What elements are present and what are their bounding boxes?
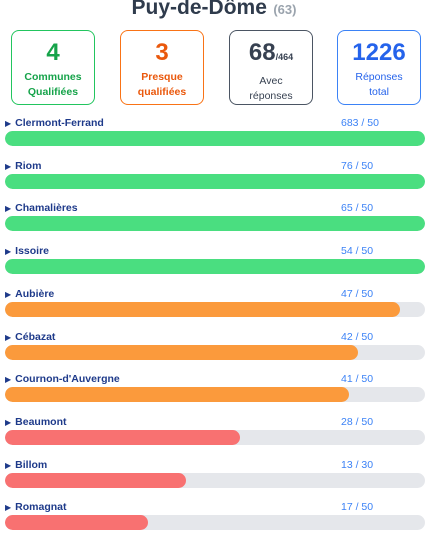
total-label-line1: Réponses	[355, 71, 403, 83]
total-label-line2: total	[369, 86, 389, 98]
with-responses-count: 68/464	[230, 40, 312, 70]
almost-qualified-card: 3 Presque qualifiées	[120, 30, 204, 105]
with-responses-label-line1: Avec	[259, 75, 283, 87]
commune-row: ▶ Riom 76 / 50	[0, 159, 428, 191]
with-responses-label: Avec réponses	[230, 74, 312, 104]
expand-triangle-icon: ▶	[5, 460, 12, 470]
commune-score: 47 / 50	[341, 287, 374, 300]
expand-triangle-icon: ▶	[5, 204, 12, 214]
commune-name: Billom	[15, 458, 48, 471]
commune-name: Issoire	[15, 245, 50, 258]
commune-name: Clermont-Ferrand	[15, 117, 104, 129]
with-responses-label-line2: réponses	[249, 90, 293, 102]
commune-name: Cournon-d'Auvergne	[15, 373, 120, 386]
commune-name: Chamalières	[15, 202, 78, 215]
commune-row: ▶ Romagnat 17 / 50	[0, 500, 428, 532]
commune-toggle[interactable]: ▶ Beaumont	[5, 415, 67, 430]
total-responses-count: 1226	[352, 39, 406, 66]
expand-triangle-icon: ▶	[5, 119, 12, 128]
commune-score: 76 / 50	[341, 159, 374, 172]
total-responses-card: 1226 Réponses total	[337, 30, 421, 105]
progress-fill	[5, 301, 400, 317]
commune-count: (63)	[273, 2, 297, 17]
qualified-label-line2: Qualifiées	[27, 86, 79, 98]
qualified-label-line1: Communes	[24, 71, 82, 83]
commune-toggle[interactable]: ▶ Aubière	[5, 287, 54, 302]
total-responses-label: Réponses total	[338, 70, 420, 100]
expand-triangle-icon: ▶	[5, 332, 12, 342]
expand-triangle-icon: ▶	[5, 375, 12, 385]
progress-fill	[5, 173, 425, 189]
qualified-label: Communes Qualifiées	[12, 70, 94, 100]
commune-name: Cébazat	[15, 330, 56, 343]
progress-fill	[5, 216, 425, 232]
commune-toggle[interactable]: ▶ Cébazat	[5, 330, 55, 345]
stats-cards: 4 Communes Qualifiées 3 Presque qualifié…	[11, 30, 421, 106]
commune-toggle[interactable]: ▶ Riom	[5, 159, 41, 174]
with-responses-value: 68	[248, 39, 276, 66]
progress-track	[5, 472, 425, 488]
commune-score: 28 / 50	[341, 415, 374, 428]
department-name: Puy-de-Dôme	[131, 0, 267, 19]
expand-triangle-icon: ▶	[5, 289, 12, 299]
commune-toggle[interactable]: ▶ Issoire	[5, 244, 49, 259]
commune-name: Romagnat	[15, 501, 67, 514]
commune-toggle[interactable]: ▶ Billom	[5, 458, 47, 473]
commune-row: ▶ Cébazat 42 / 50	[0, 330, 428, 362]
commune-toggle[interactable]: ▶ Romagnat	[5, 500, 67, 515]
commune-toggle[interactable]: ▶ Chamalières	[5, 201, 78, 216]
progress-track	[5, 387, 425, 403]
progress-track	[5, 216, 425, 232]
page-title: Puy-de-Dôme (63)	[0, 0, 428, 22]
commune-row: ▶ Beaumont 28 / 50	[0, 415, 428, 447]
almost-qualified-count: 3	[155, 39, 169, 66]
progress-track	[5, 131, 425, 146]
qualified-communes-card: 4 Communes Qualifiées	[11, 30, 95, 105]
commune-toggle[interactable]: ▶ Clermont-Ferrand	[5, 116, 104, 131]
commune-row: ▶ Clermont-Ferrand 683 / 50	[0, 116, 428, 148]
almost-label-line2: qualifiées	[137, 86, 187, 98]
qualified-count: 4	[46, 39, 60, 66]
progress-track	[5, 301, 425, 317]
commune-score: 42 / 50	[341, 330, 374, 343]
almost-label-line1: Presque	[141, 71, 183, 83]
commune-toggle[interactable]: ▶ Cournon-d'Auvergne	[5, 372, 120, 387]
commune-row: ▶ Issoire 54 / 50	[0, 244, 428, 276]
commune-score: 17 / 50	[341, 501, 374, 514]
with-responses-total: /464	[275, 52, 294, 62]
progress-fill	[5, 472, 186, 488]
expand-triangle-icon: ▶	[5, 247, 12, 257]
progress-fill	[5, 259, 425, 275]
progress-track	[5, 259, 425, 275]
progress-track	[5, 515, 425, 531]
with-responses-card: 68/464 Avec réponses	[229, 30, 313, 105]
expand-triangle-icon: ▶	[5, 503, 12, 513]
almost-qualified-label: Presque qualifiées	[121, 70, 203, 100]
commune-score: 65 / 50	[341, 202, 374, 215]
commune-score: 41 / 50	[341, 373, 374, 386]
commune-name: Riom	[15, 159, 42, 172]
progress-fill	[5, 131, 425, 146]
progress-fill	[5, 344, 358, 360]
commune-score: 54 / 50	[341, 245, 374, 258]
progress-track	[5, 344, 425, 360]
progress-fill	[5, 387, 350, 403]
commune-name: Beaumont	[15, 415, 67, 428]
commune-score: 13 / 30	[341, 458, 374, 471]
progress-fill	[5, 429, 241, 445]
progress-fill	[5, 515, 148, 531]
expand-triangle-icon: ▶	[5, 161, 12, 171]
commune-row: ▶ Cournon-d'Auvergne 41 / 50	[0, 372, 428, 404]
expand-triangle-icon: ▶	[5, 417, 12, 427]
commune-row: ▶ Aubière 47 / 50	[0, 287, 428, 319]
commune-row: ▶ Billom 13 / 30	[0, 458, 428, 490]
commune-score: 683 / 50	[341, 117, 379, 129]
commune-row: ▶ Chamalières 65 / 50	[0, 201, 428, 233]
progress-track	[5, 429, 425, 445]
progress-track	[5, 173, 425, 189]
commune-name: Aubière	[15, 287, 55, 300]
